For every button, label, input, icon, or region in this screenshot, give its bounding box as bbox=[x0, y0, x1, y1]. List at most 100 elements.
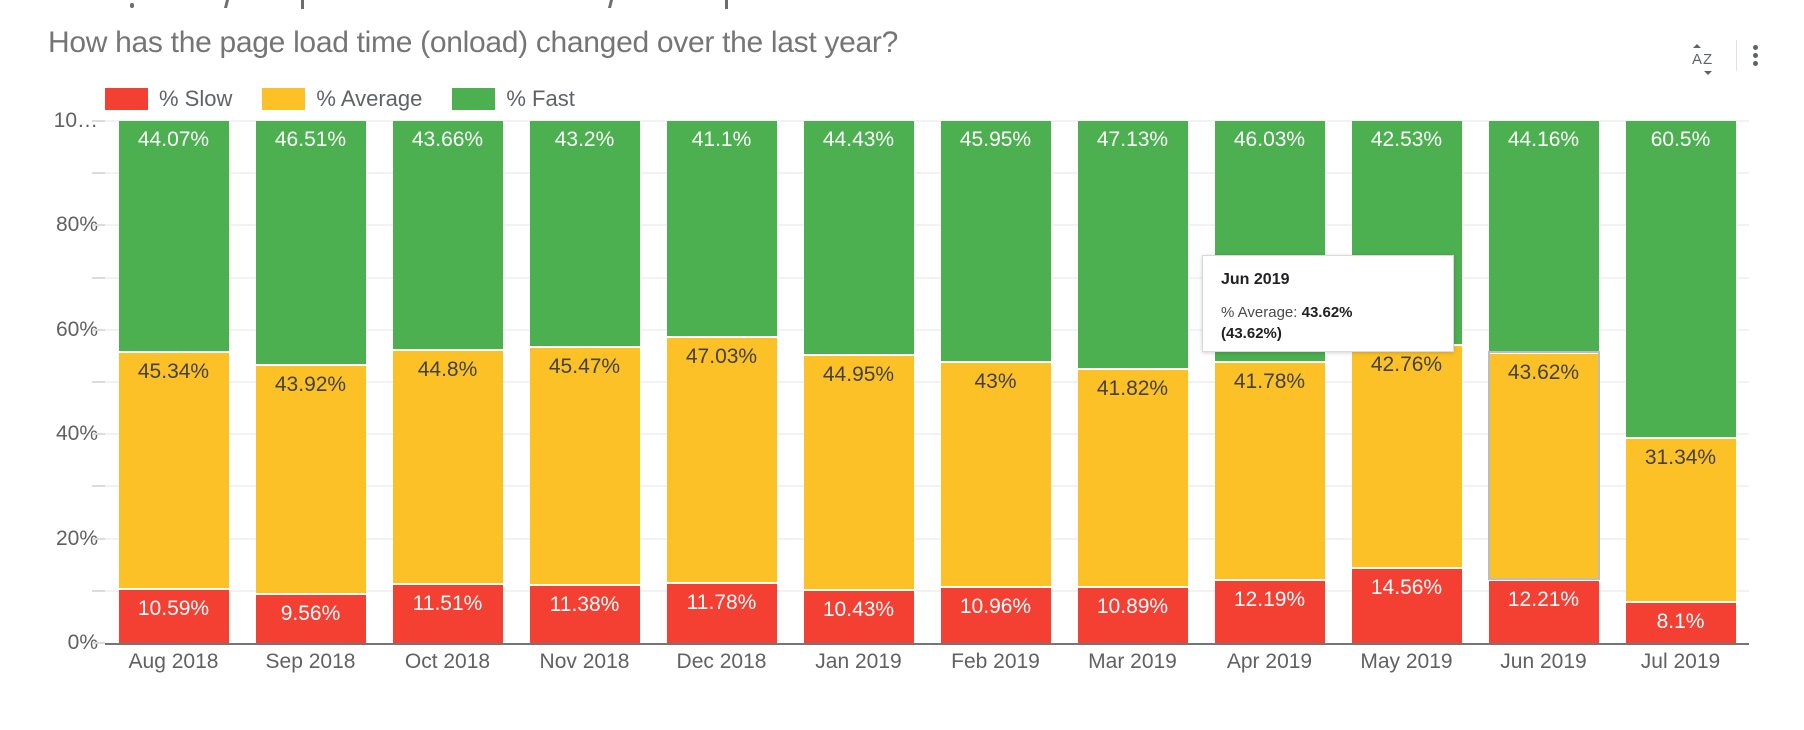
segment-slow[interactable]: 12.21% bbox=[1488, 579, 1599, 643]
gridline bbox=[105, 328, 1749, 331]
segment-average[interactable]: 45.47% bbox=[529, 346, 640, 584]
bar-column-mar-2019[interactable]: 47.13% 41.82% 10.89% bbox=[1064, 121, 1201, 643]
axis-tick bbox=[92, 537, 105, 540]
bar-column-jan-2019[interactable]: 44.43% 44.95% 10.43% bbox=[790, 121, 927, 643]
segment-value-label: 11.51% bbox=[412, 591, 483, 615]
segment-slow[interactable]: 11.78% bbox=[666, 581, 777, 643]
segment-average[interactable]: 31.34% bbox=[1625, 437, 1736, 601]
segment-value-label: 44.16% bbox=[1507, 128, 1580, 151]
gridline bbox=[105, 381, 1749, 383]
segment-value-label: 46.03% bbox=[1233, 128, 1306, 151]
x-axis-label: Aug 2018 bbox=[128, 650, 219, 673]
y-axis-label: 80% bbox=[55, 213, 98, 237]
bar-column-may-2019[interactable]: 42.53% 42.76% 14.56% bbox=[1338, 121, 1475, 643]
segment-slow[interactable]: 14.56% bbox=[1351, 567, 1462, 643]
segment-value-label: 43.66% bbox=[411, 128, 484, 151]
segment-value-label: 10.89% bbox=[1096, 595, 1169, 619]
sort-az-icon[interactable]: AZ bbox=[1692, 44, 1724, 75]
gridline bbox=[105, 537, 1749, 540]
x-axis-label: Jul 2019 bbox=[1640, 650, 1721, 673]
legend-item-fast: % Fast bbox=[452, 86, 575, 112]
segment-value-label: 12.19% bbox=[1233, 588, 1306, 612]
segment-fast[interactable]: 60.5% bbox=[1625, 121, 1736, 438]
segment-value-label: 43.2% bbox=[554, 128, 615, 151]
segment-fast[interactable]: 47.13% bbox=[1077, 121, 1188, 368]
segment-value-label: 10.43% bbox=[822, 597, 895, 621]
gridline bbox=[105, 433, 1749, 436]
gridline bbox=[105, 589, 1749, 592]
segment-value-label: 44.43% bbox=[822, 128, 895, 151]
segment-value-label: 45.47% bbox=[548, 355, 621, 379]
bar-column-aug-2018[interactable]: 44.07% 45.34% 10.59% bbox=[105, 121, 242, 643]
x-axis-label: Jun 2019 bbox=[1500, 650, 1587, 673]
segment-average[interactable]: 41.78% bbox=[1214, 361, 1325, 580]
bar-column-sep-2018[interactable]: 46.51% 43.92% 9.56% bbox=[242, 121, 379, 643]
segment-average[interactable]: 42.76% bbox=[1351, 343, 1462, 567]
x-axis-label: Feb 2019 bbox=[951, 650, 1040, 673]
tooltip-title: Jun 2019 bbox=[1221, 271, 1290, 288]
ticks-layer bbox=[92, 120, 105, 644]
segment-fast[interactable]: 46.51% bbox=[255, 121, 366, 364]
bar-column-jul-2019[interactable]: 60.5% 31.34% 8.1% bbox=[1612, 121, 1749, 643]
segment-average[interactable]: 41.82% bbox=[1077, 367, 1188, 587]
segment-fast[interactable]: 43.2% bbox=[529, 121, 640, 347]
segment-slow[interactable]: 9.56% bbox=[255, 593, 366, 643]
bar-column-feb-2019[interactable]: 45.95% 43% 10.96% bbox=[927, 121, 1064, 643]
segment-slow[interactable]: 10.59% bbox=[118, 587, 229, 643]
more-options-icon[interactable] bbox=[1753, 45, 1759, 66]
segment-value-label: 45.95% bbox=[959, 128, 1032, 151]
axis-tick bbox=[92, 172, 105, 175]
segment-fast[interactable]: 41.1% bbox=[666, 121, 777, 337]
columns-layer: 44.07% 45.34% 10.59% 46.51% 43.92% 9.56% 43.66… bbox=[105, 121, 1749, 643]
x-axis-label: Dec 2018 bbox=[676, 650, 767, 673]
segment-slow[interactable]: 11.38% bbox=[529, 583, 640, 643]
segment-value-label: 10.96% bbox=[959, 594, 1032, 618]
caret-down-icon bbox=[1704, 71, 1712, 75]
y-axis-label: 40% bbox=[55, 422, 98, 446]
axis-tick bbox=[92, 589, 105, 592]
segment-value-label: 44.8% bbox=[417, 358, 478, 382]
segment-value-label: 10.59% bbox=[137, 596, 210, 620]
segment-value-label: 46.51% bbox=[274, 128, 347, 151]
legend-swatch-average bbox=[262, 88, 306, 110]
segment-slow[interactable]: 10.96% bbox=[940, 585, 1051, 643]
legend-item-average: % Average bbox=[262, 86, 422, 112]
segment-average[interactable]: 43.92% bbox=[255, 363, 366, 594]
bar-column-nov-2018[interactable]: 43.2% 45.47% 11.38% bbox=[516, 121, 653, 643]
bar-column-oct-2018[interactable]: 43.66% 44.8% 11.51% bbox=[379, 121, 516, 643]
segment-slow[interactable]: 12.19% bbox=[1214, 579, 1325, 643]
axis-tick bbox=[92, 642, 105, 644]
segment-fast[interactable]: 44.16% bbox=[1488, 121, 1599, 352]
segment-slow[interactable]: 10.43% bbox=[803, 588, 914, 643]
segment-average[interactable]: 47.03% bbox=[666, 336, 777, 582]
x-axis-label: Apr 2019 bbox=[1226, 650, 1313, 673]
segment-fast[interactable]: 44.07% bbox=[118, 121, 229, 352]
segment-average[interactable]: 44.8% bbox=[392, 349, 503, 583]
segment-slow[interactable]: 10.89% bbox=[1077, 586, 1188, 643]
y-axis-label: 10… bbox=[53, 109, 98, 132]
segment-value-label: 43.62% bbox=[1507, 360, 1580, 384]
segment-fast[interactable]: 43.66% bbox=[392, 121, 503, 350]
segment-fast[interactable]: 45.95% bbox=[940, 121, 1051, 362]
segment-slow[interactable]: 8.1% bbox=[1625, 600, 1736, 643]
segment-average[interactable]: 44.95% bbox=[803, 353, 914, 589]
segment-average[interactable]: 45.34% bbox=[118, 351, 229, 588]
y-axis: 0% 20% 40% 60% 80% 10… bbox=[0, 109, 98, 654]
segment-value-label: 11.38% bbox=[549, 592, 620, 616]
segment-value-label: 31.34% bbox=[1644, 446, 1717, 470]
bar-column-dec-2018[interactable]: 41.1% 47.03% 11.78% bbox=[653, 121, 790, 643]
bar-column-jun-2019[interactable]: 44.16% 43.62% 12.21% bbox=[1475, 121, 1612, 643]
header-divider bbox=[1736, 40, 1737, 71]
axis-tick bbox=[92, 485, 105, 488]
segment-fast[interactable]: 44.43% bbox=[803, 121, 914, 354]
segment-slow[interactable]: 11.51% bbox=[392, 582, 503, 643]
bar-column-apr-2019[interactable]: 46.03% 41.78% 12.19% bbox=[1201, 121, 1338, 643]
segment-value-label: 41.82% bbox=[1096, 376, 1169, 400]
segment-average[interactable]: 43.62% bbox=[1487, 350, 1600, 581]
segment-average[interactable]: 43% bbox=[940, 361, 1051, 586]
x-axis-label: Mar 2019 bbox=[1088, 650, 1177, 673]
segment-value-label: 42.76% bbox=[1370, 352, 1443, 376]
x-axis-label: Jan 2019 bbox=[815, 650, 902, 673]
segment-value-label: 8.1% bbox=[1656, 609, 1705, 633]
